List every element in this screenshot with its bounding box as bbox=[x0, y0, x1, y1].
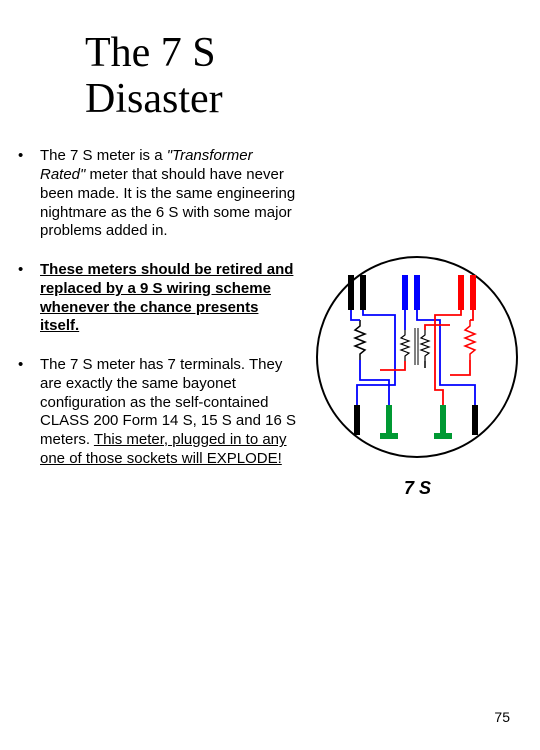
page-title: The 7 S Disaster bbox=[85, 30, 540, 122]
page-number: 75 bbox=[494, 709, 510, 725]
meter-diagram: 7 S bbox=[310, 250, 525, 499]
bullet-1: • The 7 S meter is a "Transformer Rated"… bbox=[18, 147, 298, 241]
bullet-2: • These meters should be retired and rep… bbox=[18, 261, 298, 336]
bullet-3-text: The 7 S meter has 7 terminals. They are … bbox=[40, 356, 298, 469]
diagram-label: 7 S bbox=[310, 478, 525, 499]
bullet-marker: • bbox=[18, 356, 40, 469]
bullet-2-bold: These meters should be retired and repla… bbox=[40, 261, 293, 334]
bullet-1-pre: The 7 S meter is a bbox=[40, 147, 167, 164]
bullet-1-text: The 7 S meter is a "Transformer Rated" m… bbox=[40, 147, 298, 241]
meter-svg bbox=[310, 250, 525, 465]
title-line-1: The 7 S bbox=[85, 30, 216, 76]
bullet-3: • The 7 S meter has 7 terminals. They ar… bbox=[18, 356, 298, 469]
bullet-marker: • bbox=[18, 261, 40, 336]
bullet-2-text: These meters should be retired and repla… bbox=[40, 261, 298, 336]
bullet-marker: • bbox=[18, 147, 40, 241]
title-line-2: Disaster bbox=[85, 76, 223, 122]
